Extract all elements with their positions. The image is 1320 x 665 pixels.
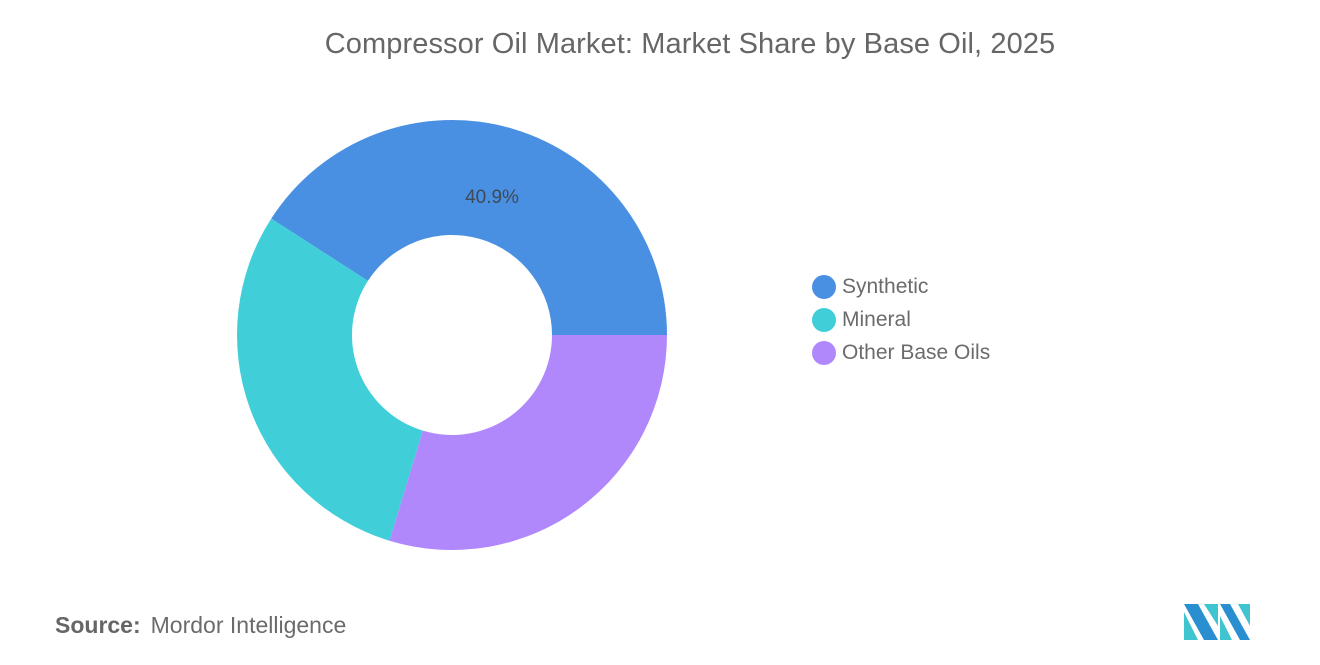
source-note: Source: Mordor Intelligence (55, 612, 346, 639)
slice-label-synthetic: 40.9% (465, 187, 519, 208)
source-key: Source: (55, 612, 141, 638)
legend-label: Mineral (842, 307, 911, 331)
legend: Synthetic Mineral Other Base Oils (812, 270, 990, 369)
source-value: Mordor Intelligence (150, 612, 347, 638)
donut-slice-other-base-oils[interactable] (389, 335, 667, 551)
legend-label: Other Base Oils (842, 340, 991, 364)
legend-item-synthetic[interactable]: Synthetic (812, 270, 990, 303)
legend-item-mineral[interactable]: Mineral (812, 303, 990, 336)
chart-title: Compressor Oil Market: Market Share by B… (324, 28, 1056, 60)
mordor-intelligence-logo-icon (1184, 604, 1250, 640)
legend-swatch-synthetic (812, 274, 836, 299)
legend-item-other-base-oils[interactable]: Other Base Oils (812, 336, 990, 369)
donut-slice-mineral[interactable] (237, 218, 423, 541)
legend-label: Synthetic (842, 274, 929, 298)
donut-slice-synthetic[interactable] (271, 119, 667, 335)
legend-swatch-other-base-oils (812, 340, 836, 365)
donut-slices (237, 119, 667, 551)
legend-swatch-mineral (812, 307, 836, 332)
